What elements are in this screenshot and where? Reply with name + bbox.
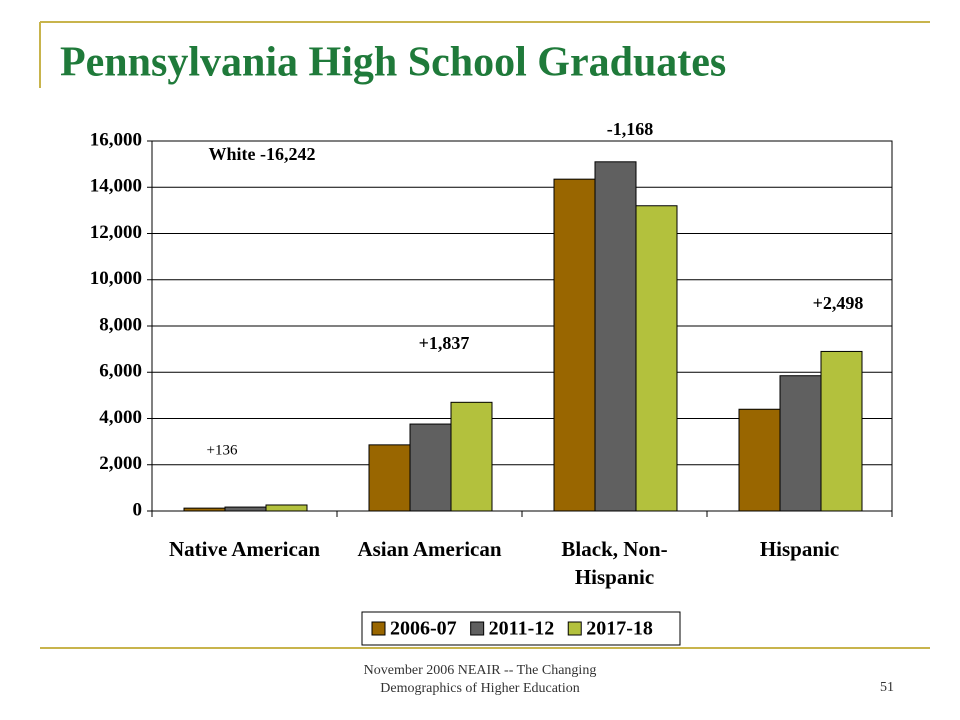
legend-swatch — [470, 621, 485, 636]
annotation: +136 — [207, 442, 238, 458]
y-tick-label: 10,000 — [90, 268, 142, 289]
y-tick-label: 16,000 — [90, 129, 142, 150]
annotation: -1,168 — [607, 119, 654, 139]
annotation: +2,498 — [813, 293, 864, 313]
bar — [820, 350, 863, 512]
x-tick-label: Hispanic — [759, 537, 840, 561]
legend-box — [361, 611, 681, 646]
bar — [635, 205, 678, 512]
y-tick-label: 8,000 — [99, 314, 142, 335]
bar — [224, 506, 267, 512]
annotation: +1,837 — [419, 333, 470, 353]
legend-label: 2011-12 — [489, 618, 555, 640]
x-tick-label: Black, Non-Hispanic — [561, 537, 668, 589]
y-tick-label: 12,000 — [90, 222, 142, 243]
bar — [553, 178, 596, 512]
x-tick-label: Native American — [168, 537, 321, 561]
page-number: 51 — [880, 680, 894, 695]
chart-title: Pennsylvania High School Graduates — [60, 40, 726, 86]
bar — [594, 161, 637, 512]
footer: November 2006 NEAIR -- The Changing Demo… — [363, 663, 597, 696]
legend-label: 2006-07 — [390, 618, 457, 640]
x-tick-label: Asian American — [357, 537, 502, 561]
legend-label: 2017-18 — [586, 618, 653, 640]
y-tick-label: 4,000 — [99, 407, 142, 428]
bar — [183, 507, 226, 512]
y-tick-label: 2,000 — [99, 453, 142, 474]
annotation: White -16,242 — [209, 144, 316, 164]
bar — [265, 504, 308, 512]
bar — [738, 408, 781, 512]
y-tick-label: 6,000 — [99, 361, 142, 382]
y-tick-label: 14,000 — [90, 176, 142, 197]
bar — [450, 401, 493, 512]
bar — [409, 423, 452, 512]
bar — [368, 444, 411, 512]
legend-swatch — [371, 621, 386, 636]
y-tick-label: 0 — [133, 499, 143, 520]
bar — [779, 375, 822, 512]
legend-swatch — [567, 621, 582, 636]
